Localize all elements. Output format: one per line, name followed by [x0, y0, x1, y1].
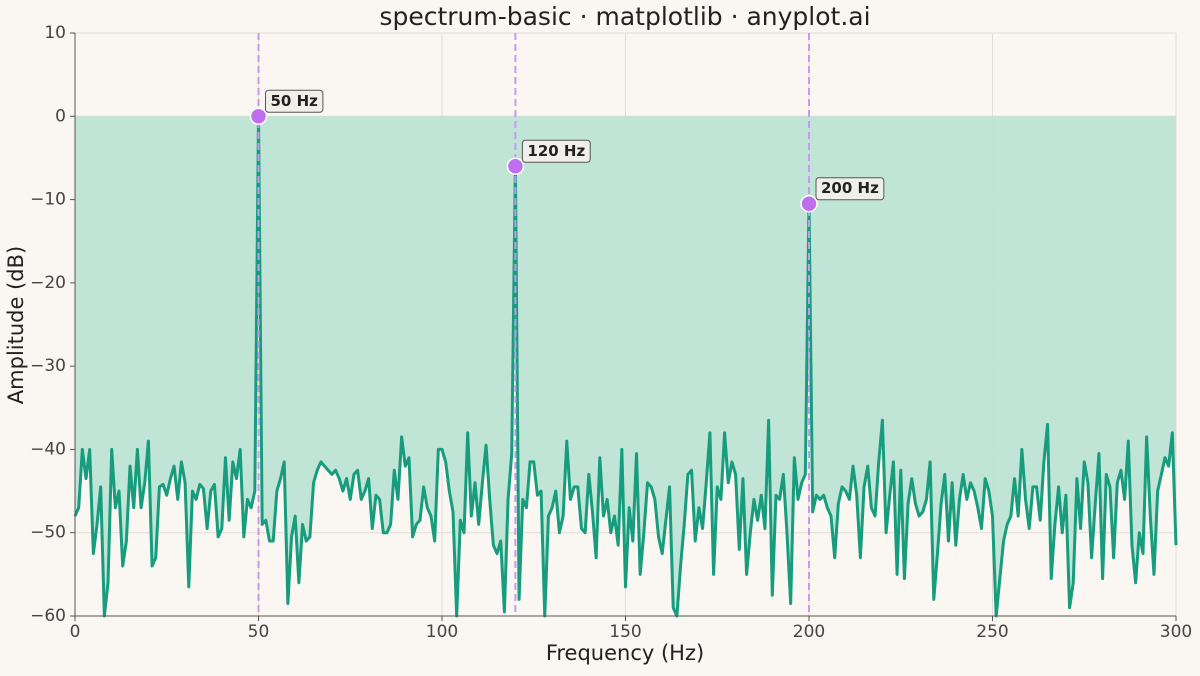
x-tick-label: 200	[793, 622, 825, 642]
annotation-box	[521, 139, 591, 163]
annotation-box	[265, 89, 324, 113]
annotation-box	[815, 177, 885, 201]
x-tick-label: 100	[426, 622, 458, 642]
y-tick-label: −20	[30, 273, 66, 293]
annotation-label: 200 Hz	[821, 179, 879, 197]
peak-annotation: 50 Hz	[265, 89, 324, 113]
x-tick-label: 250	[976, 622, 1008, 642]
y-tick-label: −10	[30, 190, 66, 210]
y-axis-label: Amplitude (dB)	[4, 246, 28, 404]
peak-annotation: 120 Hz	[521, 139, 591, 163]
x-tick-label: 50	[248, 622, 270, 642]
x-axis-label: Frequency (Hz)	[546, 641, 704, 665]
x-tick-label: 0	[70, 622, 81, 642]
peak-marker	[249, 107, 268, 126]
y-tick-label: 0	[55, 106, 66, 126]
peak-marker	[800, 194, 818, 213]
annotation-label: 50 Hz	[271, 92, 319, 110]
x-tick-label: 150	[609, 622, 641, 642]
y-tick-label: −60	[30, 606, 66, 626]
y-tick-label: −50	[30, 523, 66, 543]
y-tick-label: −30	[30, 356, 66, 376]
x-tick-label: 300	[1160, 622, 1192, 642]
y-tick-label: −40	[30, 439, 66, 459]
chart-title: spectrum-basic · matplotlib · anyplot.ai	[379, 2, 870, 31]
annotation-label: 120 Hz	[527, 142, 585, 160]
peak-marker	[506, 157, 525, 176]
peak-annotation: 200 Hz	[815, 177, 885, 201]
y-tick-label: 10	[44, 23, 66, 43]
